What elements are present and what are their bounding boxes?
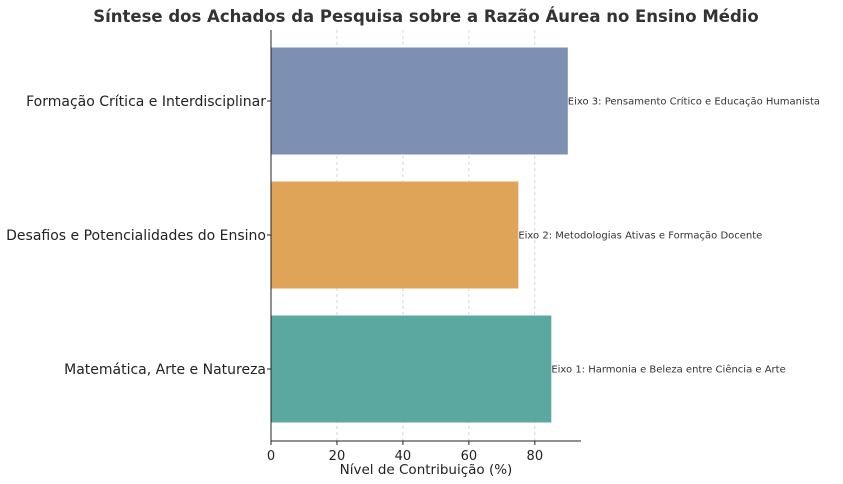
x-tick-label: 0 [267, 449, 275, 464]
bar-label: Eixo 1: Harmonia e Beleza entre Ciência … [551, 364, 785, 376]
bar [271, 181, 519, 289]
category-labels: Matemática, Arte e Natureza Desafios e Po… [6, 94, 271, 378]
bar-labels: Eixo 1: Harmonia e Beleza entre Ciência … [518, 96, 820, 376]
category-label: Desafios e Potencialidades do Ensino [6, 228, 266, 244]
bar-label: Eixo 2: Metodologias Ativas e Formação D… [518, 231, 762, 242]
category-label: Formação Crítica e Interdisciplinar [26, 94, 266, 110]
bar [271, 315, 552, 423]
x-tick-label: 40 [395, 449, 412, 464]
x-ticks: 0 20 40 60 80 [267, 441, 543, 464]
chart-title: Síntese dos Achados da Pesquisa sobre a … [93, 7, 759, 26]
x-tick-label: 20 [329, 449, 346, 464]
bars [271, 47, 568, 423]
category-label: Matemática, Arte e Natureza [64, 362, 266, 378]
x-tick-label: 80 [527, 449, 544, 464]
bar-label: Eixo 3: Pensamento Crítico e Educação Hu… [568, 96, 820, 108]
bar [271, 47, 568, 155]
x-axis-title: Nível de Contribuição (%) [340, 462, 513, 478]
x-tick-label: 60 [461, 449, 478, 464]
